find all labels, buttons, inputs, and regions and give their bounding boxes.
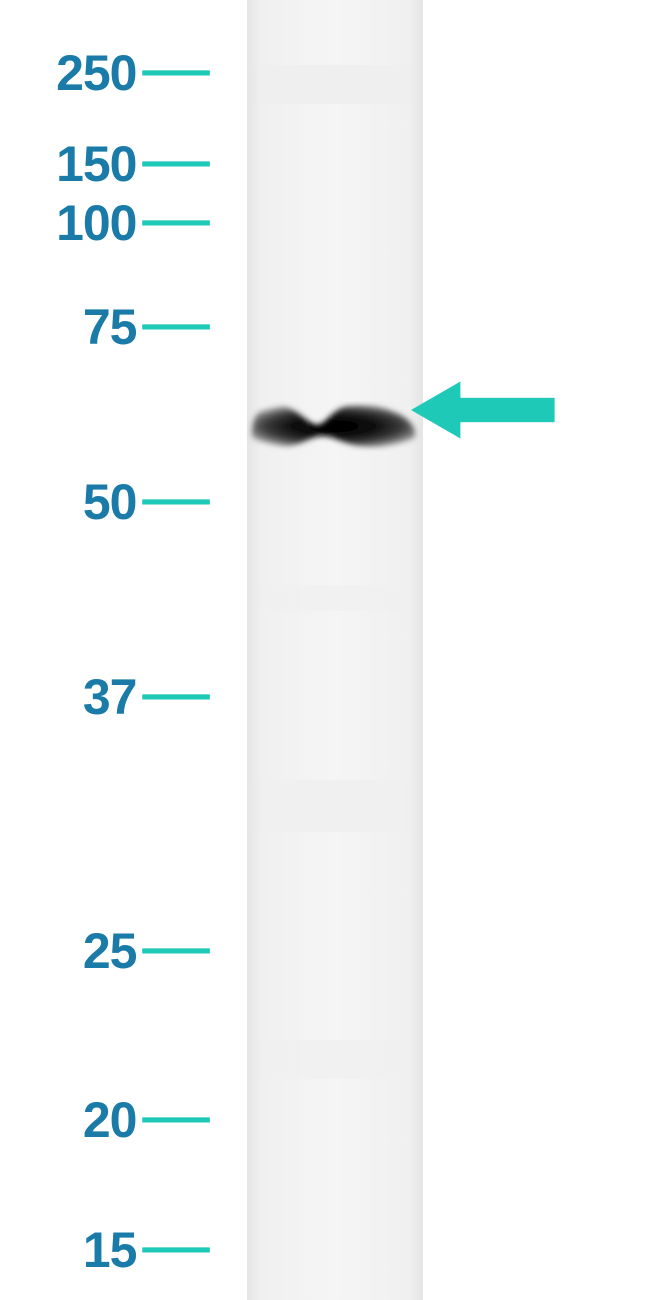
marker-label-150: 150	[20, 135, 137, 193]
marker-label-20: 20	[20, 1091, 137, 1149]
marker-label-15: 15	[20, 1221, 137, 1279]
marker-tick-50: —	[142, 469, 210, 529]
marker-label-75: 75	[20, 298, 137, 356]
marker-label-50: 50	[20, 473, 137, 531]
marker-tick-25: —	[142, 918, 210, 978]
marker-label-100: 100	[20, 194, 137, 252]
marker-tick-250: —	[142, 40, 210, 100]
band-svg	[237, 377, 433, 476]
marker-label-250: 250	[20, 44, 137, 102]
lane-texture	[247, 780, 423, 832]
marker-label-37: 37	[20, 668, 137, 726]
lane-texture	[247, 65, 423, 104]
marker-tick-15: —	[142, 1217, 210, 1277]
marker-tick-37: —	[142, 664, 210, 724]
lane-texture	[247, 1040, 423, 1079]
gel-lane	[247, 0, 423, 1300]
lane-texture	[247, 585, 423, 611]
western-blot: 250—150—100—75—50—37—25—20—15—	[0, 0, 650, 1300]
band-indicator-arrow	[406, 367, 571, 453]
marker-tick-150: —	[142, 131, 210, 191]
marker-tick-75: —	[142, 294, 210, 354]
marker-tick-100: —	[142, 190, 210, 250]
marker-tick-20: —	[142, 1087, 210, 1147]
marker-label-25: 25	[20, 922, 137, 980]
